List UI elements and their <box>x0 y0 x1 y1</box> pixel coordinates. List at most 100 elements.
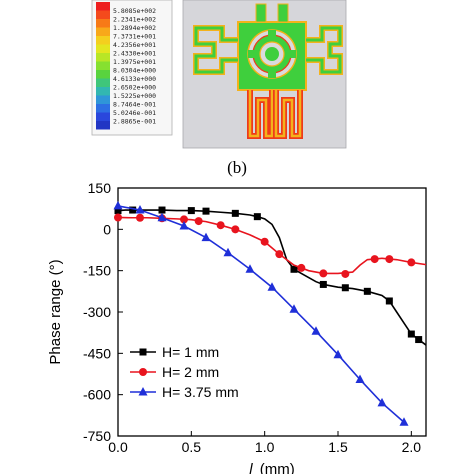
tick-labels: 0.0 0.5 1.0 1.5 2.0 150 0 -150 -300 -450 -600 -750 <box>83 180 421 455</box>
data-point <box>385 297 393 305</box>
color-scale-swatch <box>96 121 110 130</box>
color-scale-label: 4.6133e+000 <box>113 75 156 83</box>
legend-label: H= 2 mm <box>162 364 219 380</box>
x-axis-unit: (mm) <box>260 461 295 474</box>
y-tick-label: -600 <box>83 387 111 403</box>
data-point <box>114 207 122 215</box>
data-point <box>179 221 189 230</box>
color-scale-label: 1.3975e+001 <box>113 58 156 66</box>
x-axis-title: l (mm) <box>249 461 295 474</box>
data-point <box>341 284 349 292</box>
x-tick-label: 1.5 <box>328 439 348 455</box>
color-scale-swatch <box>96 19 110 28</box>
data-point <box>319 280 327 288</box>
data-point <box>297 263 306 272</box>
data-point <box>157 212 167 222</box>
data-point <box>180 215 188 224</box>
color-scale-label: 5.8085e+002 <box>113 7 156 15</box>
data-point <box>319 269 328 278</box>
legend-label: H= 3.75 mm <box>162 384 239 400</box>
data-point <box>407 330 415 338</box>
data-point <box>290 265 298 273</box>
color-scale-swatch <box>96 2 110 11</box>
color-scale-swatch <box>96 78 110 87</box>
data-point <box>253 213 261 221</box>
data-point <box>216 221 225 230</box>
data-point <box>231 209 239 217</box>
color-scale-label: 1.5225e+000 <box>113 92 156 100</box>
x-tick-label: 0.0 <box>108 439 128 455</box>
data-point <box>114 213 122 222</box>
color-scale-swatch <box>96 87 110 96</box>
data-point <box>202 207 210 215</box>
x-tick-label: 0.5 <box>182 439 202 455</box>
data-point <box>129 206 137 214</box>
color-scale-swatch <box>96 44 110 53</box>
data-point <box>415 336 423 344</box>
legend-item: H= 2 mm <box>130 364 219 380</box>
data-point <box>363 287 371 295</box>
color-scale-swatch <box>96 53 110 62</box>
figure-caption: (b) <box>227 158 247 177</box>
data-point <box>113 200 123 210</box>
x-tick-label: 1.0 <box>255 439 275 455</box>
y-tick-label: 150 <box>88 180 112 196</box>
color-scale-swatch <box>96 10 110 19</box>
data-point <box>260 237 269 246</box>
phase-range-chart: 0.0 0.5 1.0 1.5 2.01500-150-300-450-600-750 … <box>47 180 427 474</box>
data-point <box>370 255 379 264</box>
color-scale-swatch <box>96 27 110 36</box>
legend-item: H= 1 mm <box>130 344 219 360</box>
x-tick-label: 2.0 <box>402 439 422 455</box>
color-scale-label: 1.2894e+002 <box>113 24 156 32</box>
data-point <box>223 247 233 257</box>
y-tick-label: -300 <box>83 304 111 320</box>
chart-legend: H= 1 mm H= 2 mm H= 3.75 mm <box>130 344 239 400</box>
data-point <box>158 206 166 214</box>
color-scale-label: 8.7464e-001 <box>113 100 156 108</box>
y-axis-title: Phase range (°) <box>47 259 64 364</box>
y-tick-label: -450 <box>83 345 111 361</box>
data-point <box>136 213 144 222</box>
series-line <box>117 205 405 423</box>
data-point <box>231 225 240 234</box>
color-scale-label: 2.4330e+001 <box>113 49 156 57</box>
data-point <box>245 264 255 273</box>
data-point <box>267 282 277 291</box>
data-point <box>201 232 211 242</box>
y-tick-label: 0 <box>103 221 111 237</box>
x-axis-symbol: l <box>249 461 253 474</box>
color-scale-label: 5.0246e-001 <box>113 109 156 117</box>
color-scale-swatch <box>96 104 110 113</box>
data-point <box>187 207 195 215</box>
axis-ticks <box>117 187 412 437</box>
data-point <box>377 397 387 407</box>
data-point <box>194 217 203 226</box>
legend-label: H= 1 mm <box>162 344 219 360</box>
color-scale-swatch <box>96 95 110 104</box>
color-scale-label: 4.2356e+001 <box>113 41 156 49</box>
data-point <box>355 374 365 384</box>
color-scale-swatches <box>96 2 110 130</box>
data-point <box>341 269 350 278</box>
color-scale-label: 2.6502e+000 <box>113 83 156 91</box>
y-tick-label: -750 <box>83 428 111 444</box>
data-point <box>135 205 145 214</box>
data-point <box>399 417 409 426</box>
legend-marker <box>139 348 147 356</box>
color-scale-label: 2.8865e-001 <box>113 117 156 125</box>
color-scale-swatch <box>96 36 110 45</box>
color-scale-swatch <box>96 61 110 70</box>
data-point <box>311 326 321 335</box>
legend-item: H= 3.75 mm <box>130 384 239 400</box>
current-distribution-image <box>182 0 347 149</box>
color-scale-swatch <box>96 112 110 121</box>
series-2 <box>114 213 427 278</box>
color-scale-legend: 5.8085e+0022.2341e+0021.2894e+0027.3731e… <box>91 0 173 136</box>
y-tick-label: -150 <box>83 263 111 279</box>
data-point <box>275 250 284 259</box>
color-scale-labels: 5.8085e+0022.2341e+0021.2894e+0027.3731e… <box>113 7 156 126</box>
color-scale-label: 2.2341e+002 <box>113 15 156 23</box>
series-3 <box>113 200 409 426</box>
